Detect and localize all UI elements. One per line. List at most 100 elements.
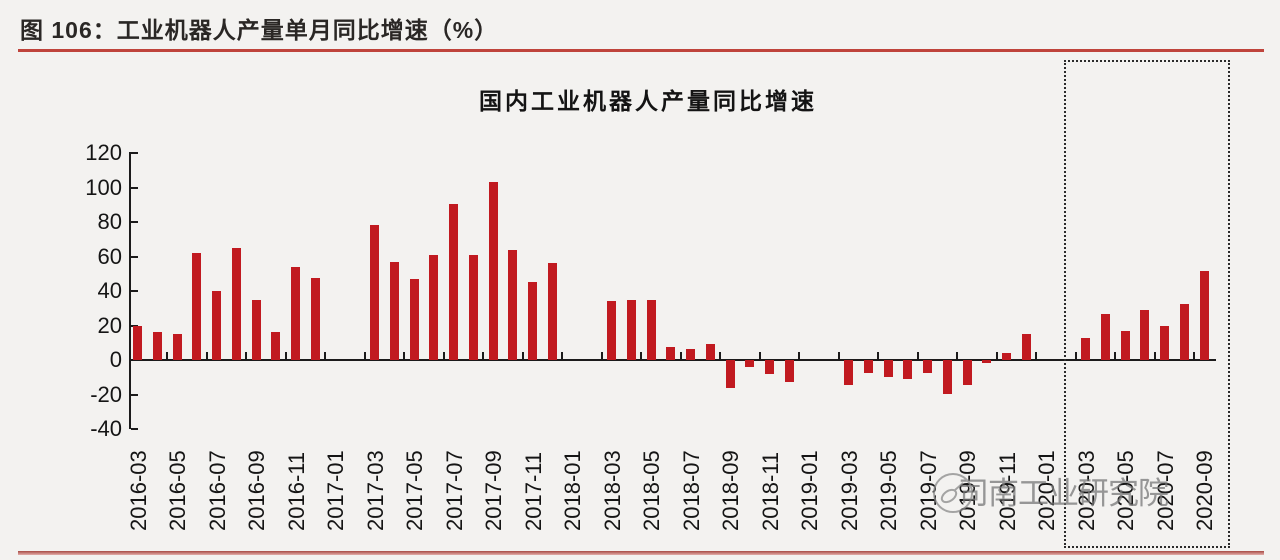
x-axis-tick — [600, 352, 603, 360]
x-tick-label: 2019-05 — [876, 450, 901, 531]
x-axis-tick — [442, 352, 445, 360]
bar — [547, 263, 557, 360]
bar — [844, 360, 853, 385]
bar — [863, 360, 873, 373]
bar — [626, 299, 636, 360]
bar — [389, 261, 399, 360]
bar — [409, 278, 419, 360]
x-axis-tick — [166, 352, 169, 360]
y-axis-tick — [131, 393, 138, 396]
bar — [449, 203, 458, 360]
bar — [488, 182, 498, 360]
watermark-text: 司南工业研究院 — [958, 476, 1169, 511]
x-tick-label: 2017-09 — [481, 450, 506, 531]
y-axis-tick — [131, 290, 138, 292]
x-axis-tick — [245, 352, 248, 360]
bar — [152, 332, 162, 360]
bar — [1100, 314, 1110, 360]
y-tick-label: 0 — [109, 347, 122, 372]
bar — [291, 266, 300, 360]
x-tick-label: 2019-01 — [797, 450, 822, 531]
bar — [251, 299, 261, 360]
y-tick-label: 60 — [97, 243, 122, 269]
bar — [192, 253, 202, 360]
x-axis-tick — [482, 352, 485, 360]
bar — [1179, 303, 1189, 360]
x-axis-tick — [1153, 352, 1156, 360]
chart-title: 国内工业机器人产量同比增速 — [479, 88, 817, 114]
bar — [1160, 326, 1169, 360]
bar — [784, 360, 794, 383]
bar — [429, 254, 439, 360]
bar — [231, 247, 241, 360]
title-underline — [18, 49, 1264, 52]
bar — [212, 291, 221, 360]
bar — [962, 360, 972, 385]
bar — [172, 334, 182, 360]
x-tick-label: 2016-09 — [244, 450, 269, 531]
y-tick-label: 80 — [97, 209, 122, 234]
x-axis-tick — [837, 352, 840, 360]
x-axis-tick — [1035, 352, 1038, 360]
bar — [745, 360, 755, 367]
bar — [686, 348, 695, 360]
y-tick-label: 40 — [97, 278, 122, 303]
y-axis-tick — [131, 186, 138, 189]
bar — [982, 360, 992, 363]
highlight-box-2020 — [1063, 60, 1230, 548]
x-tick-label: 2017-07 — [441, 450, 467, 531]
bar — [1140, 309, 1150, 360]
bar — [1021, 334, 1031, 360]
bar — [705, 344, 715, 360]
y-axis — [129, 152, 131, 429]
x-axis-tick — [798, 352, 801, 360]
bar — [765, 360, 774, 374]
x-axis-tick — [956, 352, 959, 360]
bar — [923, 360, 932, 373]
y-tick-label: 20 — [97, 312, 122, 338]
x-axis-tick — [758, 352, 761, 360]
x-axis — [129, 359, 1216, 361]
x-tick-label: 2018-01 — [560, 450, 585, 531]
y-axis-tick — [131, 221, 138, 223]
x-tick-label: 2018-07 — [678, 450, 704, 531]
y-axis-tick — [131, 428, 138, 430]
y-axis-tick — [131, 359, 138, 361]
x-axis-tick — [995, 352, 998, 360]
x-tick-label: 2018-09 — [718, 450, 743, 531]
bar — [1199, 271, 1209, 360]
x-axis-tick — [324, 352, 327, 360]
x-tick-label: 2016-07 — [204, 450, 230, 531]
y-tick-label: 120 — [85, 140, 122, 165]
bar — [528, 281, 537, 360]
x-tick-label: 2017-01 — [323, 450, 348, 531]
x-axis-tick — [284, 352, 287, 360]
bar — [468, 254, 478, 360]
x-axis-tick — [877, 352, 880, 360]
x-tick-label: 2016-11 — [283, 451, 309, 531]
x-axis-tick — [521, 352, 524, 360]
bar — [942, 360, 952, 394]
x-tick-label: 2018-03 — [599, 450, 625, 531]
y-axis-tick — [131, 152, 138, 154]
bar — [883, 360, 893, 378]
x-tick-label: 2017-05 — [402, 450, 427, 531]
x-tick-label: 2017-11 — [520, 451, 546, 531]
bar — [508, 250, 518, 360]
x-axis-tick — [1193, 352, 1196, 360]
watermark: 司南工业研究院 — [930, 468, 1169, 513]
bar — [725, 360, 735, 389]
x-axis-tick — [205, 352, 208, 360]
y-axis-tick — [131, 255, 138, 258]
bar — [310, 278, 320, 360]
bar — [370, 225, 379, 360]
x-axis-tick — [363, 352, 366, 360]
x-axis-tick — [719, 352, 722, 360]
bar — [646, 299, 656, 360]
bar — [271, 332, 281, 360]
compass-icon — [933, 473, 973, 513]
x-tick-label: 2018-05 — [639, 450, 664, 531]
bar — [1081, 337, 1090, 360]
x-tick-label: 2016-05 — [165, 450, 190, 531]
